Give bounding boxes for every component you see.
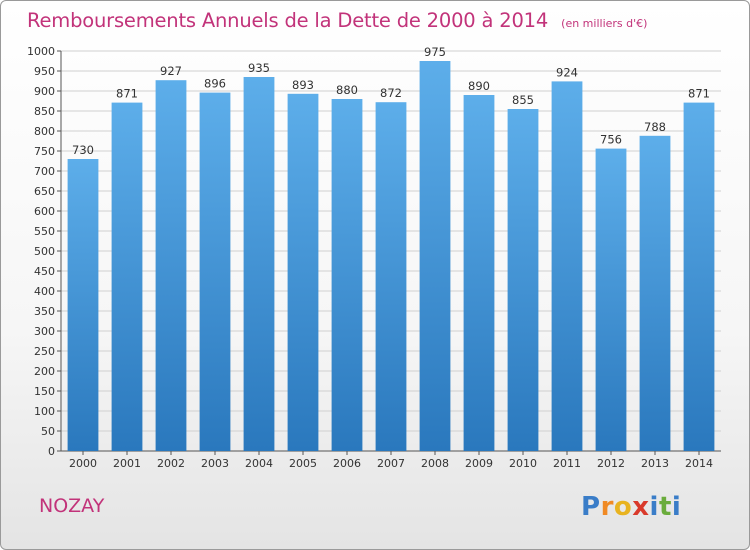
data-label: 855 [512, 93, 534, 107]
logo-letter: o [613, 492, 633, 522]
bar [67, 159, 99, 451]
y-tick-label: 900 [34, 85, 55, 98]
x-tick-label: 2004 [245, 457, 273, 470]
data-label: 893 [292, 78, 314, 92]
y-tick-label: 400 [34, 285, 55, 298]
y-tick-label: 100 [34, 405, 55, 418]
data-label: 935 [248, 61, 270, 75]
data-label: 871 [116, 87, 138, 101]
data-label: 890 [468, 79, 490, 93]
logo-letter: i [649, 492, 659, 522]
logo-letter: x [632, 492, 650, 522]
x-tick-label: 2000 [69, 457, 97, 470]
x-tick-label: 2009 [465, 457, 493, 470]
x-tick-label: 2011 [553, 457, 581, 470]
y-tick-label: 200 [34, 365, 55, 378]
bar [375, 102, 407, 451]
y-tick-label: 300 [34, 325, 55, 338]
bar [243, 77, 275, 451]
chart-title: Remboursements Annuels de la Dette de 20… [27, 9, 549, 32]
logo-letter: i [671, 492, 682, 522]
proxiti-logo[interactable]: Proxiti [581, 492, 681, 522]
x-tick-label: 2001 [113, 457, 141, 470]
data-label: 975 [424, 45, 446, 59]
data-label: 896 [204, 77, 226, 91]
y-tick-label: 0 [48, 445, 55, 458]
logo-letter: t [658, 492, 672, 522]
bar [331, 99, 363, 451]
chart-subtitle: (en milliers d'€) [561, 17, 648, 30]
x-tick-label: 2007 [377, 457, 405, 470]
y-tick-label: 500 [34, 245, 55, 258]
logo-letter: r [600, 492, 614, 522]
y-tick-label: 750 [34, 145, 55, 158]
bar [639, 135, 671, 452]
bar [595, 148, 627, 451]
x-tick-label: 2012 [597, 457, 625, 470]
bar [155, 80, 187, 451]
y-tick-label: 50 [41, 425, 55, 438]
logo-letter: P [581, 492, 601, 522]
data-label: 880 [336, 83, 358, 97]
bar [419, 61, 451, 451]
y-tick-label: 800 [34, 125, 55, 138]
y-tick-label: 250 [34, 345, 55, 358]
commune-name: NOZAY [39, 495, 105, 517]
y-tick-label: 700 [34, 165, 55, 178]
bar [551, 81, 583, 452]
x-tick-label: 2010 [509, 457, 537, 470]
x-tick-label: 2005 [289, 457, 317, 470]
bar [111, 102, 143, 451]
x-tick-label: 2013 [641, 457, 669, 470]
x-tick-label: 2008 [421, 457, 449, 470]
data-label: 788 [644, 120, 666, 134]
y-tick-label: 650 [34, 185, 55, 198]
y-tick-label: 150 [34, 385, 55, 398]
data-label: 872 [380, 86, 402, 100]
x-tick-label: 2003 [201, 457, 229, 470]
data-label: 756 [600, 133, 622, 147]
data-label: 924 [556, 65, 578, 79]
bar [287, 93, 319, 452]
bar [199, 92, 231, 451]
data-label: 871 [688, 87, 710, 101]
data-label: 730 [72, 143, 94, 157]
data-label: 927 [160, 64, 182, 78]
y-tick-label: 850 [34, 105, 55, 118]
bar [463, 95, 495, 451]
y-tick-label: 600 [34, 205, 55, 218]
x-tick-label: 2014 [685, 457, 713, 470]
y-tick-label: 550 [34, 225, 55, 238]
title-line: Remboursements Annuels de la Dette de 20… [27, 9, 647, 32]
bar [683, 102, 715, 451]
y-tick-label: 1000 [27, 45, 55, 58]
bar [507, 109, 539, 451]
x-tick-label: 2006 [333, 457, 361, 470]
x-tick-label: 2002 [157, 457, 185, 470]
y-tick-label: 950 [34, 65, 55, 78]
y-tick-label: 350 [34, 305, 55, 318]
y-tick-label: 450 [34, 265, 55, 278]
